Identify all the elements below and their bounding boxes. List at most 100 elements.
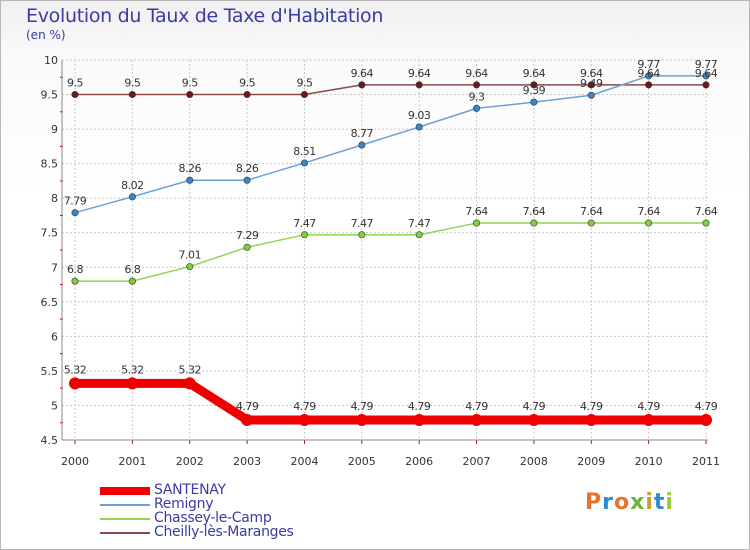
y-tick-label: 6 (51, 330, 58, 343)
logo-letter: o (613, 490, 631, 515)
data-label-cheilly-le-s-maranges: 9.5 (239, 77, 255, 90)
logo-letter: x (630, 490, 646, 515)
y-tick-label: 8.5 (41, 158, 59, 171)
data-point-chassey-le-camp (243, 243, 251, 251)
data-point-chassey-le-camp (300, 231, 308, 239)
y-tick-label: 9.5 (41, 89, 59, 102)
logo-letter: r (602, 490, 614, 515)
data-point-santenay (126, 377, 139, 390)
data-label-cheilly-le-s-maranges: 9.5 (124, 77, 140, 90)
series-line-chassey-le-camp (74, 222, 707, 282)
x-tick-label: 2010 (635, 455, 663, 468)
data-point-chassey-le-camp (530, 219, 538, 227)
data-point-remigny (702, 72, 710, 80)
data-point-remigny (186, 176, 194, 184)
y-tick-label: 6.5 (41, 296, 59, 309)
data-label-cheilly-le-s-maranges: 9.64 (465, 67, 488, 80)
data-label-cheilly-le-s-maranges: 9.5 (296, 77, 312, 90)
data-point-cheilly-le-s-maranges (415, 81, 423, 89)
logo-letter: i (665, 490, 674, 515)
data-label-remigny: 9.49 (580, 77, 603, 90)
data-label-remigny: 9.03 (408, 109, 431, 122)
chart-unit: (en %) (26, 28, 66, 42)
data-label-santenay: 4.79 (695, 400, 718, 413)
data-point-remigny (415, 123, 423, 131)
logo-letter: i (645, 490, 654, 515)
data-label-cheilly-le-s-maranges: 9.64 (523, 67, 546, 80)
data-label-remigny: 7.79 (64, 195, 87, 208)
data-label-chassey-le-camp: 7.64 (580, 205, 603, 218)
series-line-cheilly-le-s-maranges (74, 84, 707, 96)
data-label-santenay: 4.79 (408, 400, 431, 413)
chart-title: Evolution du Taux de Taxe d'Habitation (26, 5, 384, 27)
data-point-cheilly-le-s-maranges (587, 81, 595, 89)
data-label-chassey-le-camp: 7.01 (178, 249, 201, 262)
data-label-remigny: 9.3 (469, 90, 485, 103)
legend-swatch-cheilly (100, 532, 150, 534)
data-point-santenay (527, 413, 540, 426)
data-label-remigny: 8.51 (293, 145, 316, 158)
x-tick-label: 2009 (577, 455, 605, 468)
legend-label-remigny: Remigny (154, 496, 214, 512)
data-point-remigny (358, 141, 366, 149)
y-tick-label: 8 (51, 192, 58, 205)
legend-swatch-santenay (100, 487, 150, 495)
data-label-santenay: 4.79 (465, 400, 488, 413)
data-point-cheilly-le-s-maranges (243, 91, 251, 99)
x-tick-label: 2006 (405, 455, 433, 468)
series-lines (69, 72, 712, 426)
data-label-remigny: 9.39 (523, 84, 546, 97)
data-point-chassey-le-camp (587, 219, 595, 227)
data-label-cheilly-le-s-maranges: 9.5 (67, 77, 83, 90)
x-tick-label: 2000 (61, 455, 89, 468)
data-label-santenay: 5.32 (178, 363, 201, 376)
data-label-chassey-le-camp: 7.64 (465, 205, 488, 218)
x-tick-label: 2001 (118, 455, 146, 468)
data-point-chassey-le-camp (71, 277, 79, 285)
data-label-chassey-le-camp: 7.64 (637, 205, 660, 218)
data-point-cheilly-le-s-maranges (71, 91, 79, 99)
logo-letter: P (585, 490, 603, 515)
data-point-santenay (700, 413, 712, 426)
data-label-cheilly-le-s-maranges: 9.5 (182, 77, 198, 90)
data-point-santenay (470, 413, 483, 426)
proxiti-logo: Proxiti (585, 490, 674, 515)
data-label-santenay: 4.79 (293, 400, 316, 413)
data-label-cheilly-le-s-maranges: 9.64 (351, 67, 374, 80)
logo-letter: t (653, 490, 666, 515)
x-tick-label: 2007 (463, 455, 491, 468)
y-tick-label: 4.5 (41, 434, 59, 447)
data-label-remigny: 9.77 (695, 58, 718, 71)
data-point-chassey-le-camp (358, 231, 366, 239)
y-tick-label: 5 (51, 399, 58, 412)
data-point-chassey-le-camp (702, 219, 710, 227)
data-label-santenay: 5.32 (121, 363, 144, 376)
data-point-cheilly-le-s-maranges (358, 81, 366, 89)
data-point-santenay (298, 413, 311, 426)
data-point-santenay (241, 413, 254, 426)
data-point-chassey-le-camp (473, 219, 481, 227)
data-point-santenay (642, 413, 655, 426)
y-tick-label: 7 (51, 261, 58, 274)
data-label-chassey-le-camp: 7.47 (408, 217, 431, 230)
logo-text: Proxiti (585, 490, 674, 515)
data-label-chassey-le-camp: 7.64 (523, 205, 546, 218)
data-point-santenay (355, 413, 368, 426)
data-label-cheilly-le-s-maranges: 9.64 (637, 67, 660, 80)
data-point-remigny (473, 104, 481, 112)
y-tick-label: 5.5 (41, 365, 59, 378)
data-point-santenay (69, 377, 81, 390)
series-line-santenay (70, 378, 711, 425)
data-point-remigny (71, 209, 79, 217)
data-point-cheilly-le-s-maranges (300, 91, 308, 99)
y-tick-label: 10 (44, 54, 58, 67)
data-label-santenay: 5.32 (64, 363, 87, 376)
legend-label-santenay: SANTENAY (154, 482, 226, 498)
data-point-remigny (243, 176, 251, 184)
data-label-chassey-le-camp: 7.29 (236, 229, 259, 242)
data-label-cheilly-le-s-maranges: 9.64 (695, 67, 718, 80)
data-label-chassey-le-camp: 6.8 (124, 263, 140, 276)
x-tick-label: 2005 (348, 455, 376, 468)
